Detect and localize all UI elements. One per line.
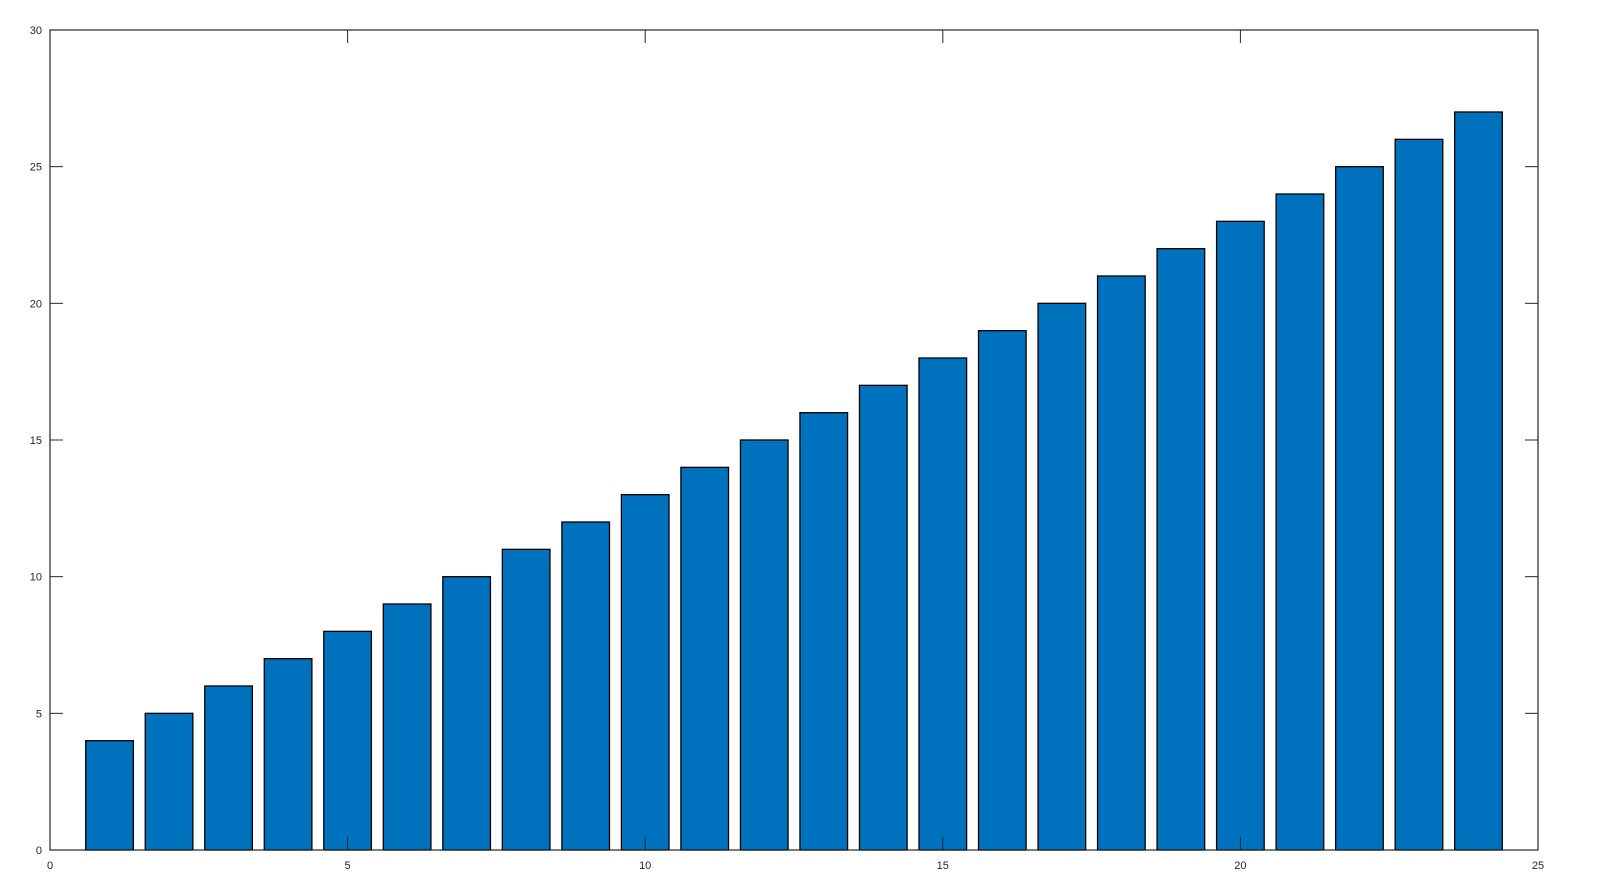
x-tick-label: 10	[639, 860, 651, 872]
bar-12	[739, 439, 789, 851]
bar-11	[680, 466, 730, 851]
x-tick-label: 0	[47, 860, 53, 872]
bar-15	[918, 357, 968, 851]
x-tick-label: 25	[1532, 860, 1544, 872]
y-tick-label: 5	[36, 708, 42, 720]
bar-3	[204, 685, 254, 851]
y-tick-label: 20	[30, 298, 42, 310]
bar-14	[858, 384, 908, 851]
bar-13	[799, 412, 849, 851]
bar-2	[144, 712, 194, 851]
y-tick-label: 30	[30, 25, 42, 37]
bar-20	[1215, 220, 1265, 851]
bar-21	[1275, 193, 1325, 851]
x-tick-label: 15	[937, 860, 949, 872]
y-tick-label: 25	[30, 162, 42, 174]
bar-1	[85, 740, 134, 851]
bar-17	[1037, 302, 1087, 851]
bar-9	[561, 521, 611, 851]
y-tick-label: 15	[30, 435, 42, 447]
bar-24	[1454, 111, 1503, 851]
bar-8	[501, 548, 551, 851]
bar-10	[620, 494, 670, 851]
bar-18	[1096, 275, 1146, 851]
bar-19	[1156, 248, 1206, 851]
bar-5	[323, 630, 373, 851]
x-tick-label: 20	[1234, 860, 1246, 872]
bar-23	[1394, 138, 1444, 851]
x-tick-label: 5	[345, 860, 351, 872]
bar-4	[263, 658, 313, 851]
y-tick-label: 10	[30, 572, 42, 584]
bar-16	[977, 330, 1027, 851]
bar-7	[442, 576, 492, 851]
bar-22	[1334, 166, 1384, 851]
bar-6	[382, 603, 432, 851]
y-tick-label: 0	[36, 845, 42, 857]
